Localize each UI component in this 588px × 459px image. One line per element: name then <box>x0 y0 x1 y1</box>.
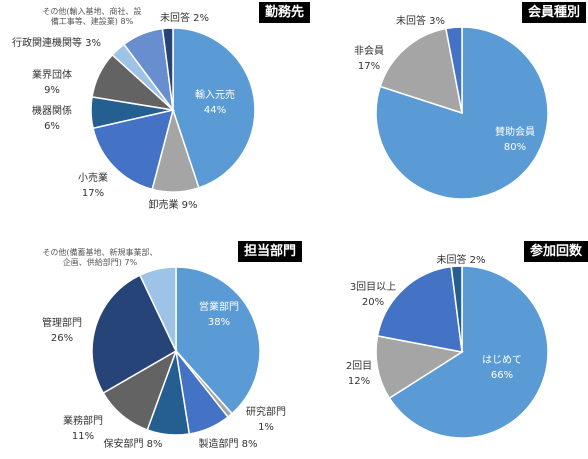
pie-slice-sales <box>175 266 261 415</box>
slice-label-management: 管理部門 26% <box>42 316 82 344</box>
pie-slice-non-member <box>379 27 463 115</box>
pie-chart-workplace: 輸入元売 44% 卸売業 9% 小売業 17% 機器関係 6% 業界団体 9% 行政関連機関等 3… <box>12 6 256 211</box>
slice-label-sales: 営業部門 38% <box>199 300 239 328</box>
chart-title-membership: 会員種別 <box>522 2 587 23</box>
slice-label-no-answer: 未回答 3% <box>396 14 445 27</box>
pie-slice-second-time <box>375 335 465 400</box>
pie-slice-importer <box>172 27 256 189</box>
slice-label-second-time: 2回目 12% <box>346 360 372 387</box>
pie-slice-management <box>91 274 177 395</box>
chart-title-attendance: 参加回数 <box>524 241 588 262</box>
slice-label-industry-group: 業界団体 9% <box>32 68 72 96</box>
slice-label-manufacturing: 製造部門 8% <box>198 437 257 450</box>
pie-slice-other <box>138 266 177 352</box>
chart-panel-membership: 賛助会員 80% 非会員 17% 未回答 3% 会員種別 <box>294 0 588 229</box>
slice-label-other: その他(備蓄基地、新規事業部、企画、供給部門) 7% <box>42 247 157 267</box>
slice-label-operations: 業務部門 11% <box>63 414 103 442</box>
slice-label-no-answer: 未回答 2% <box>160 11 209 24</box>
slice-label-equipment: 機器関係 6% <box>32 104 72 132</box>
chart-panel-department: 営業部門 38% 研究部門 1% 製造部門 8% 保安部門 8% 業務部門 11% 管理部門 26… <box>0 229 303 458</box>
slice-label-supporting-member: 賛助会員 80% <box>495 125 535 153</box>
pie-chart-attendance: はじめて 66% 2回目 12% 3回目以上 20% 未回答 2% <box>346 253 549 439</box>
pie-slice-third-or-more <box>376 265 463 353</box>
slice-label-no-answer: 未回答 2% <box>436 253 485 266</box>
slice-label-government: 行政関連機関等 3% <box>12 36 101 49</box>
slice-label-importer: 輸入元売 44% <box>195 88 235 116</box>
pie-slice-no-answer <box>450 265 463 353</box>
slice-label-research: 研究部門 1% <box>246 405 286 433</box>
pie-chart-department: 営業部門 38% 研究部門 1% 製造部門 8% 保安部門 8%業務部門 11% 管理部門 26… <box>42 247 286 450</box>
chart-title-department: 担当部門 <box>238 241 303 262</box>
chart-title-workplace: 勤務先 <box>259 2 311 23</box>
pie-slice-no-answer <box>161 27 174 111</box>
slice-label-retail: 小売業 17% <box>78 171 108 199</box>
pie-slice-no-answer <box>445 26 463 114</box>
slice-label-wholesale: 卸売業 9% <box>148 198 197 211</box>
slice-label-third-or-more: 3回目以上 20% <box>350 281 396 308</box>
slice-label-security: 保安部門 8% <box>103 437 162 450</box>
slice-label-first-time: はじめて 66% <box>482 354 522 381</box>
pie-chart-membership: 賛助会員 80% 非会員 17% 未回答 3% <box>354 14 549 200</box>
slice-label-non-member: 非会員 17% <box>354 44 384 72</box>
chart-panel-attendance: はじめて 66% 2回目 12% 3回目以上 20% 未回答 2% 参加回数 <box>294 229 588 458</box>
slice-label-other: その他(輸入基地、商社、設備工事等、建設業) 8% <box>42 6 141 26</box>
pie-slice-first-time <box>388 265 549 439</box>
pie-slice-retail <box>92 108 175 191</box>
chart-panel-workplace: 輸入元売 44% 卸売業 9% 小売業 17% 機器関係 6% 業界団体 9% 行政関連機関等 3… <box>0 0 311 229</box>
